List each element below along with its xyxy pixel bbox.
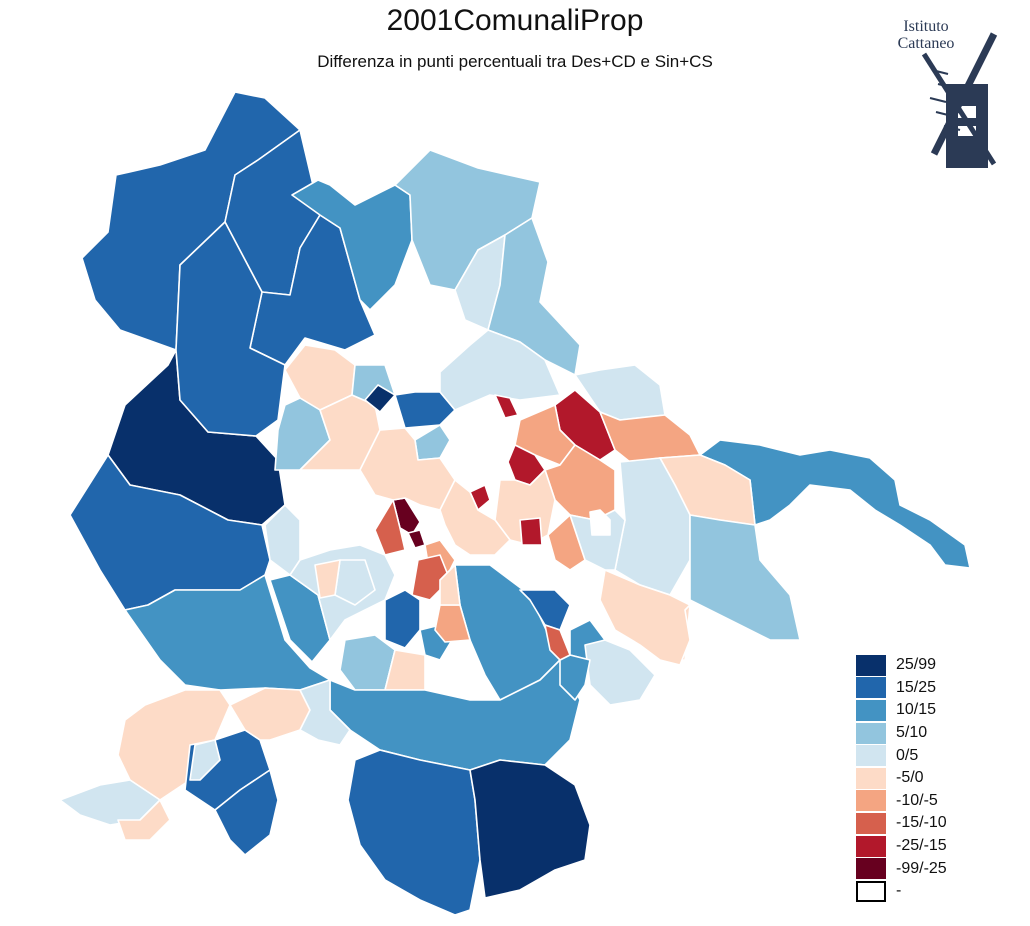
district-center-n-5 [439,329,561,411]
legend-swatch [856,880,886,902]
district-center-16 [589,509,611,536]
district-center-n-4 [364,384,396,413]
district-center-12 [439,479,511,556]
district-west-2 [175,221,286,437]
legend-label: -25/-15 [896,837,947,855]
district-east-4 [689,514,801,641]
district-center-n-6 [414,424,451,461]
legend-label: -5/0 [896,769,924,787]
istituto-cattaneo-logo: Istituto Cattaneo [866,14,1006,174]
district-north-white [374,329,456,379]
district-sw-6 [189,739,221,781]
legend-item: -15/-10 [856,812,947,835]
district-ne-4 [599,411,701,463]
legend-swatch [856,699,886,721]
district-center-15 [519,517,543,546]
district-se-4 [544,624,571,661]
legend-label: - [896,882,902,900]
district-center-2 [544,444,616,521]
legend-item: -99/-25 [856,857,947,880]
district-sc-12 [314,559,341,599]
legend-swatch [856,858,886,880]
district-south-2 [347,749,481,916]
legend-item: - [856,880,947,903]
district-center-13 [547,514,586,571]
district-south-3 [469,759,591,899]
district-center-10 [494,394,519,419]
legend-swatch [856,722,886,744]
legend-item: -25/-15 [856,835,947,858]
map-legend: 25/99 15/25 10/15 5/10 0/5 -5/0 -10/-5 [856,654,947,903]
district-se-2 [584,639,656,706]
legend-swatch [856,677,886,699]
legend-item: 15/25 [856,677,947,700]
legend-label: 5/10 [896,724,928,742]
legend-label: 10/15 [896,701,937,719]
legend-label: -10/-5 [896,791,938,809]
map-subtitle: Differenza in punti percentuali tra Des+… [317,52,713,71]
district-sc-3 [384,589,421,649]
logo-text-line2: Cattaneo [897,35,955,52]
legend-item: -10/-5 [856,790,947,813]
district-west-4 [124,574,331,691]
legend-swatch [856,790,886,812]
map-title: 2001ComunaliProp [386,4,644,37]
legend-swatch [856,812,886,834]
legend-swatch [856,767,886,789]
district-se-1 [599,569,691,666]
district-center-6 [407,529,426,549]
legend-item: 0/5 [856,744,947,767]
logo-text-line1: Istituto [903,18,949,35]
district-south-4 [299,679,351,746]
district-sw-5 [214,769,279,856]
district-east-1 [699,439,971,569]
legend-label: -15/-10 [896,814,947,832]
windmill-icon [921,32,998,168]
legend-item: -5/0 [856,767,947,790]
legend-label: 25/99 [896,656,937,674]
legend-item: 10/15 [856,699,947,722]
district-sc-10 [439,564,461,606]
district-sw-3 [117,799,171,841]
district-center-8 [374,499,406,556]
legend-item: 25/99 [856,654,947,677]
legend-swatch [856,654,886,676]
legend-label: -99/-25 [896,859,947,877]
legend-item: 5/10 [856,722,947,745]
legend-label: 0/5 [896,746,919,764]
legend-label: 15/25 [896,678,937,696]
district-south-1 [329,659,581,771]
legend-swatch [856,745,886,767]
legend-swatch [856,835,886,857]
